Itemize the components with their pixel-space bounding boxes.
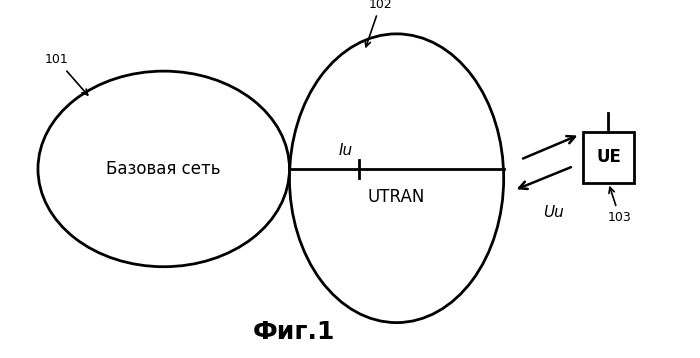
Text: UE: UE <box>596 148 621 166</box>
Text: UTRAN: UTRAN <box>368 188 426 206</box>
Text: Фиг.1: Фиг.1 <box>253 320 335 344</box>
Text: 103: 103 <box>608 187 631 224</box>
Text: Uu: Uu <box>542 205 564 220</box>
Text: Базовая сеть: Базовая сеть <box>106 160 221 178</box>
Text: 102: 102 <box>365 0 393 47</box>
Text: 101: 101 <box>45 53 88 95</box>
Bar <box>583 132 634 183</box>
Text: Iu: Iu <box>338 143 352 158</box>
